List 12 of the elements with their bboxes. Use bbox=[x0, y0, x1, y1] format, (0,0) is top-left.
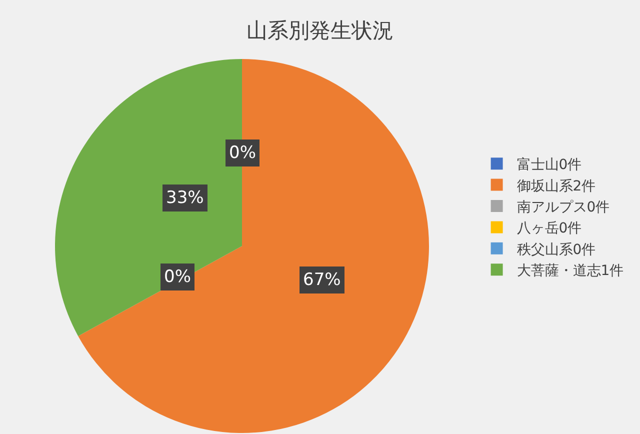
pie-slice bbox=[78, 59, 429, 433]
data-label: 67% bbox=[303, 270, 341, 290]
legend-label: 八ヶ岳0件 bbox=[516, 220, 582, 237]
data-label: 33% bbox=[166, 188, 204, 208]
text: 0% bbox=[229, 143, 256, 163]
legend-label: 富士山0件 bbox=[516, 157, 582, 174]
text: 0% bbox=[164, 267, 191, 287]
legend-label: 御坂山系2件 bbox=[516, 178, 596, 194]
legend-label: 大菩薩・道志1件 bbox=[516, 263, 624, 280]
chart-title: 山系別発生状況 bbox=[246, 18, 394, 43]
legend-label: 秩父山系0件 bbox=[516, 242, 596, 258]
legend-label: 南アルプス0件 bbox=[516, 199, 610, 216]
